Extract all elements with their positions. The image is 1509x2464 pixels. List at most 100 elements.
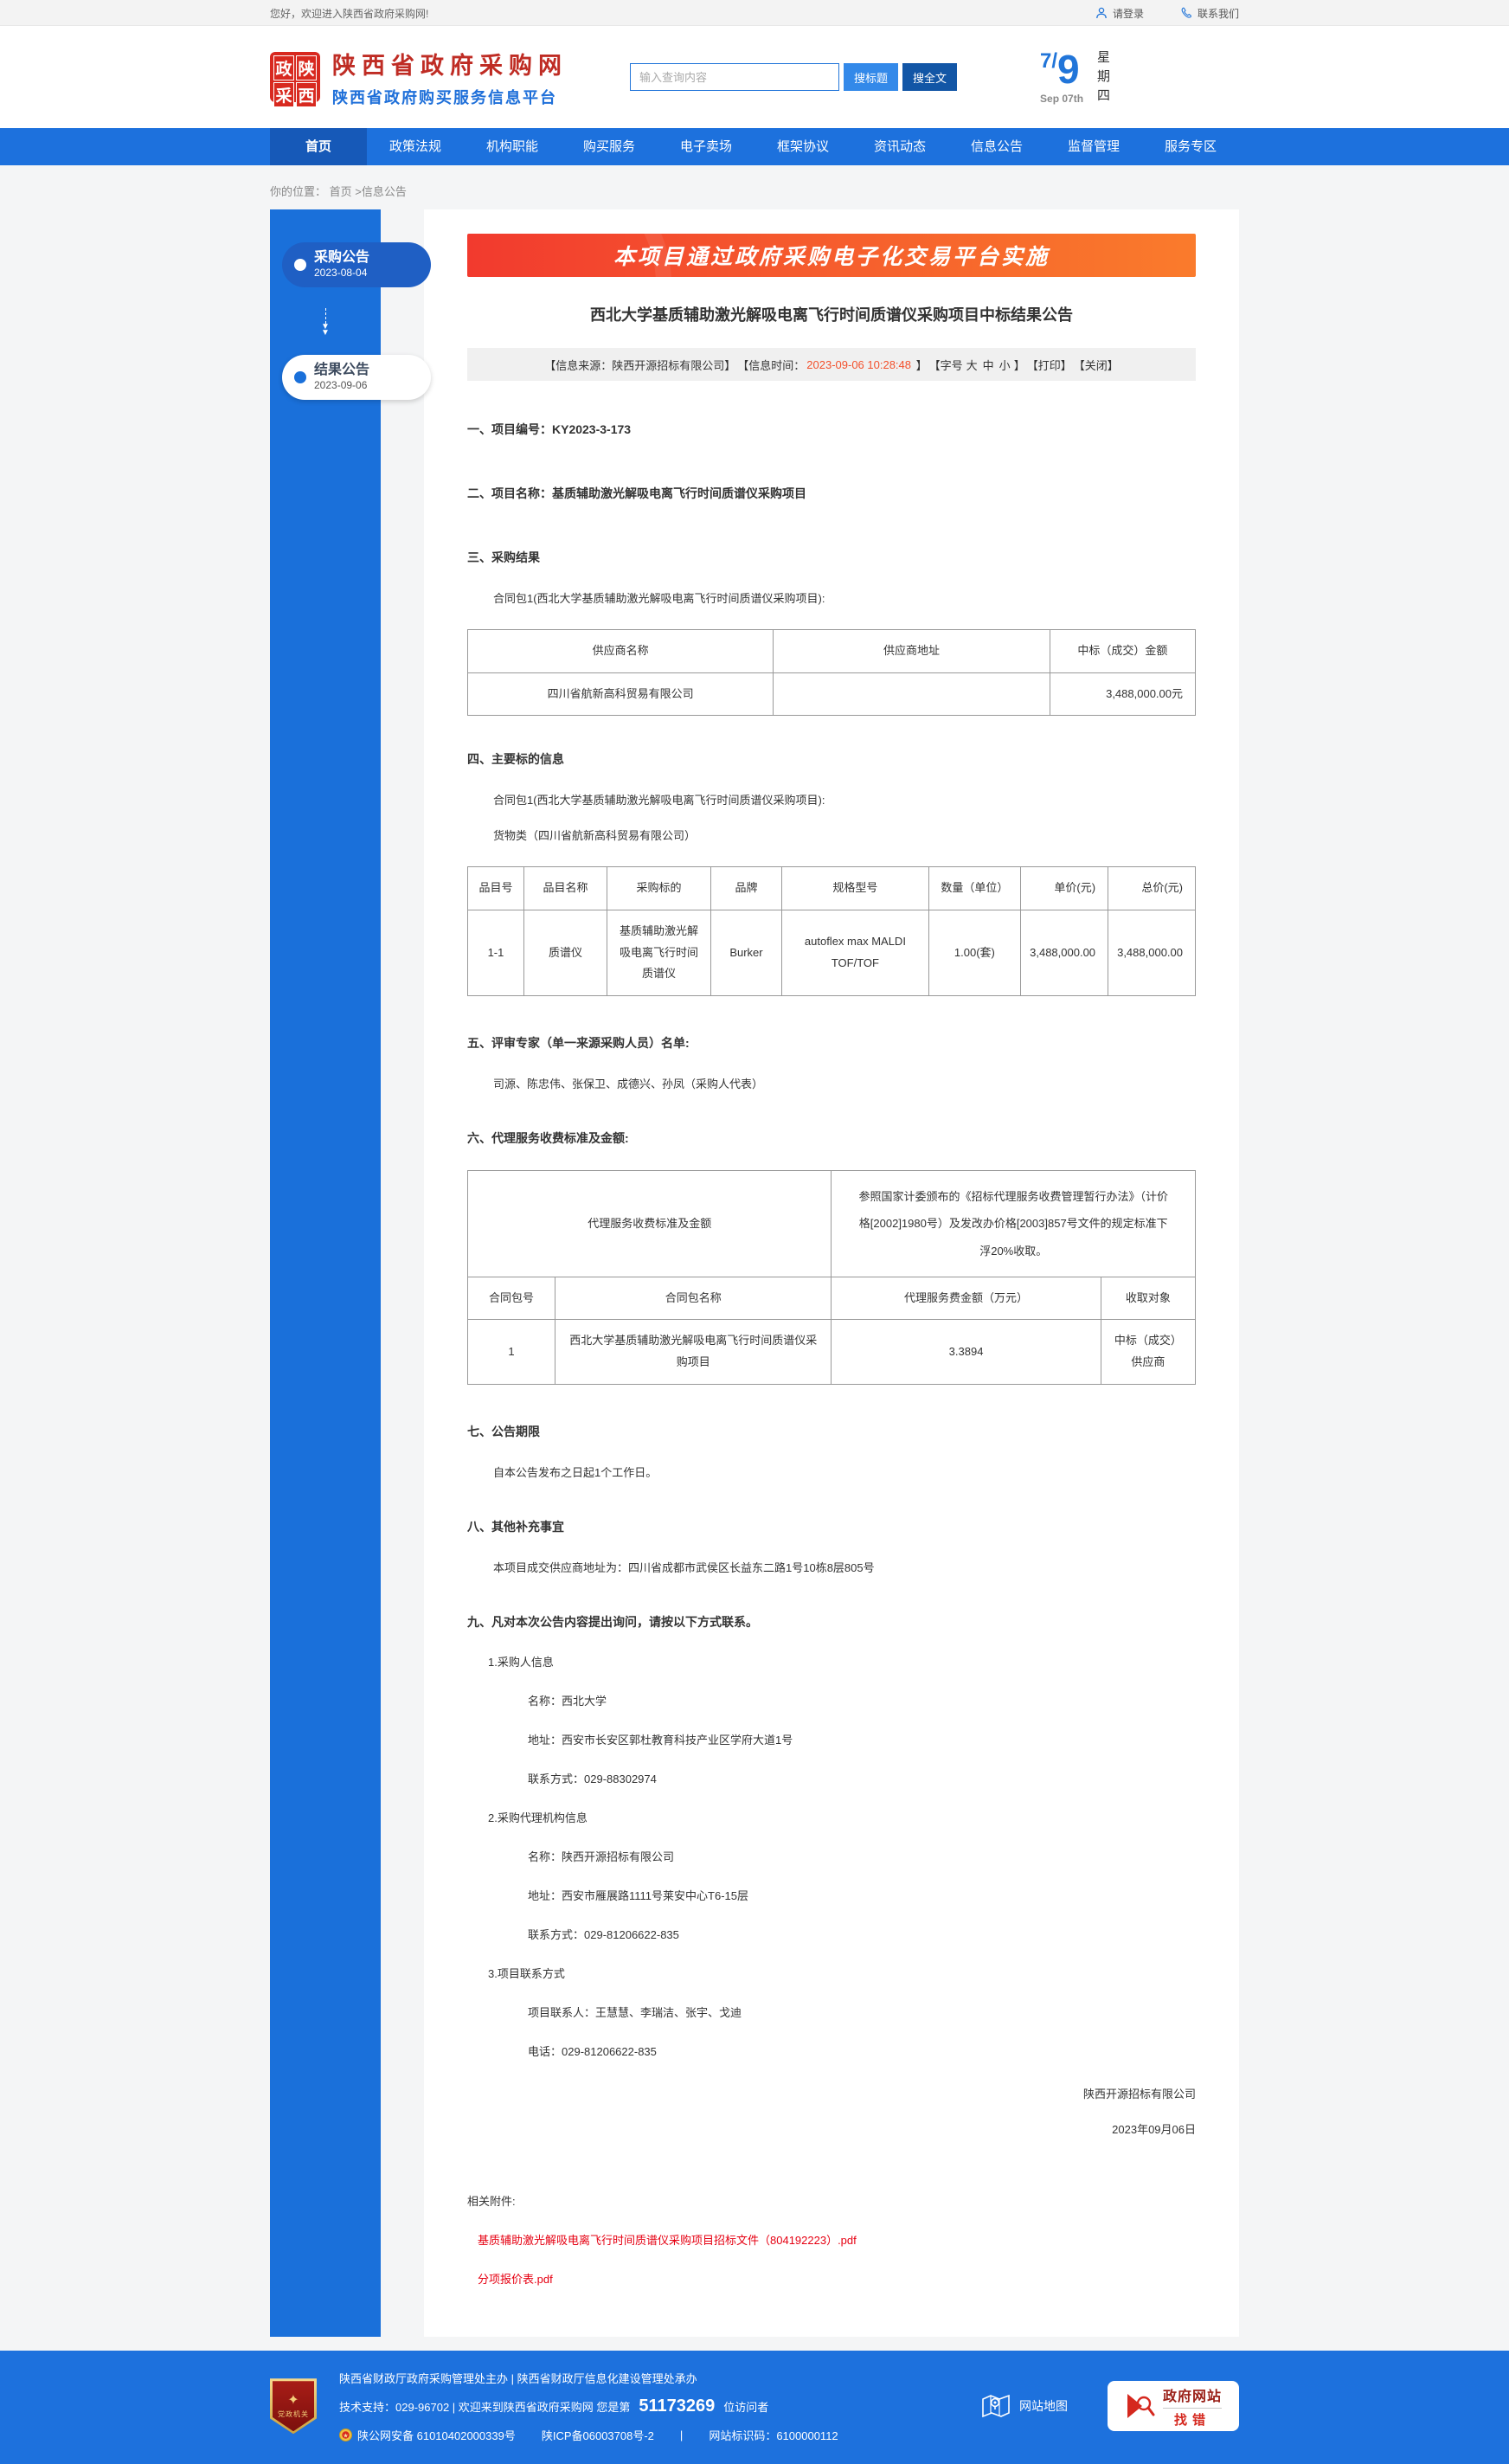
welcome-text: 您好，欢迎进入陕西省政府采购网! bbox=[270, 7, 429, 20]
attachment-link-bid-document[interactable]: 基质辅助激光解吸电离飞行时间质谱仪采购项目招标文件（804192223）.pdf bbox=[478, 2233, 857, 2247]
date-month: 7/ bbox=[1040, 49, 1058, 73]
col-award-amount: 中标（成交）金额 bbox=[1049, 629, 1197, 673]
package-no-cell: 1 bbox=[467, 1319, 555, 1385]
model-cell: autoflex max MALDI TOF/TOF bbox=[781, 910, 929, 997]
step-title: 结果公告 bbox=[314, 362, 370, 377]
gov-site-error-report-badge[interactable]: 政府网站 找错 bbox=[1108, 2381, 1239, 2432]
icp-beian-link[interactable]: 陕ICP备06003708号-2 bbox=[541, 2429, 654, 2442]
user-icon bbox=[1096, 7, 1107, 19]
section-2-project-name: 二、项目名称：基质辅助激光解吸电离飞行时间质谱仪采购项目 bbox=[467, 486, 806, 500]
project-contact-heading: 3.项目联系方式 bbox=[488, 1966, 565, 1980]
nav-item-supervision[interactable]: 监督管理 bbox=[1067, 139, 1120, 154]
nav-item-framework[interactable]: 框架协议 bbox=[776, 139, 829, 154]
timeline-step-result-announcement[interactable]: 结果公告 2023-09-06 bbox=[282, 354, 431, 400]
beian-divider: | bbox=[679, 2428, 684, 2441]
site-subtitle: 陕西省政府购买服务信息平台 bbox=[332, 88, 557, 106]
footer-beian-line: ★ 陕公网安备 61010402000339号 陕ICP备06003708号-2… bbox=[339, 2427, 981, 2443]
col-package-no: 合同包号 bbox=[467, 1276, 555, 1321]
contact-link[interactable]: 联系我们 bbox=[1180, 6, 1239, 21]
search-fulltext-button[interactable]: 搜全文 bbox=[902, 63, 958, 91]
map-icon bbox=[982, 2395, 1010, 2418]
date-day: 9 bbox=[1057, 47, 1080, 92]
footer-support-line: 技术支持：029-96702 | 欢迎来到陕西省政府采购网 您是第 511732… bbox=[339, 2396, 981, 2416]
seal-char: 西 bbox=[296, 82, 317, 107]
breadcrumb-current[interactable]: 信息公告 bbox=[361, 185, 407, 198]
nav-item-purchase-services[interactable]: 购买服务 bbox=[582, 139, 635, 154]
supplier-result-table: 供应商名称 供应商地址 中标（成交）金额 四川省航新高科贸易有限公司 3,488… bbox=[466, 629, 1197, 717]
nav-item-news[interactable]: 资讯动态 bbox=[873, 139, 926, 154]
support-suffix: 位访问者 bbox=[723, 2400, 769, 2414]
gov-site-label: 政府网站 bbox=[1162, 2389, 1222, 2404]
print-button[interactable]: 【打印】 bbox=[1026, 358, 1072, 372]
gongan-beian-link[interactable]: 陕公网安备 61010402000339号 bbox=[357, 2429, 516, 2442]
etrading-platform-banner: 本项目通过政府采购电子化交易平台实施 bbox=[467, 234, 1196, 277]
agency-phone: 联系方式：029-81206622-835 bbox=[528, 1927, 679, 1941]
section-4-paragraph-2: 货物类（四川省航新高科贸易有限公司） bbox=[493, 829, 697, 843]
svg-text:★: ★ bbox=[343, 2432, 348, 2439]
breadcrumb-home-link[interactable]: 首页 bbox=[329, 185, 352, 198]
breadcrumb-separator: > bbox=[355, 185, 362, 198]
section-4-heading: 四、主要标的信息 bbox=[467, 752, 564, 767]
site-header: 政 陕 采 西 陕西省政府采购网 陕西省政府购买服务信息平台 搜标题 搜全文 7… bbox=[0, 26, 1509, 128]
bid-items-table: 品目号 品目名称 采购标的 品牌 规格型号 数量（单位） 单价(元) 总价(元)… bbox=[467, 866, 1196, 997]
step-dot-icon bbox=[294, 370, 306, 383]
item-no-cell: 1-1 bbox=[467, 910, 524, 997]
phone-icon bbox=[1181, 7, 1191, 18]
breadcrumb-prefix: 你的位置： bbox=[270, 185, 327, 198]
search-input[interactable] bbox=[630, 63, 839, 91]
step-title: 采购公告 bbox=[314, 250, 370, 265]
font-size-small-button[interactable]: 小 bbox=[999, 358, 1011, 372]
nav-item-functions[interactable]: 机构职能 bbox=[485, 139, 538, 154]
login-label: 请登录 bbox=[1112, 7, 1144, 20]
col-item-name: 品目名称 bbox=[523, 866, 608, 911]
search-title-button[interactable]: 搜标题 bbox=[844, 63, 899, 91]
seal-char: 陕 bbox=[296, 55, 317, 80]
project-phone: 电话：029-81206622-835 bbox=[528, 2044, 657, 2058]
announcement-timeline-sidebar: 采购公告 2023-08-04 ▼ ▼ 结果公告 2023-09-06 bbox=[270, 209, 431, 2337]
col-fee-payer: 收取对象 bbox=[1100, 1276, 1197, 1321]
section-4-paragraph-1: 合同包1(西北大学基质辅助激光解吸电离飞行时间质谱仪采购项目): bbox=[493, 794, 825, 807]
supplier-address-cell bbox=[773, 672, 1050, 717]
badge-text: 党政机关 bbox=[278, 2409, 309, 2418]
col-package-name: 合同包名称 bbox=[554, 1276, 832, 1321]
table-row: 四川省航新高科贸易有限公司 3,488,000.00元 bbox=[466, 672, 1197, 717]
close-button[interactable]: 【关闭】 bbox=[1073, 358, 1119, 372]
section-5-heading: 五、评审专家（单一来源采购人员）名单: bbox=[467, 1036, 690, 1051]
col-supplier-name: 供应商名称 bbox=[466, 629, 774, 673]
site-logo[interactable]: 政 陕 采 西 陕西省政府采购网 陕西省政府购买服务信息平台 bbox=[270, 47, 568, 108]
buyer-phone: 联系方式：029-88302974 bbox=[528, 1772, 657, 1785]
seal-logo-icon: 政 陕 采 西 bbox=[270, 52, 320, 107]
top-utility-bar: 您好，欢迎进入陕西省政府采购网! 请登录 联系我们 bbox=[0, 0, 1509, 26]
col-quantity: 数量（单位） bbox=[928, 866, 1022, 911]
fee-amount-cell: 3.3894 bbox=[831, 1319, 1101, 1385]
police-badge-icon: ★ bbox=[339, 2428, 352, 2441]
find-error-label: 找错 bbox=[1162, 2407, 1222, 2429]
agency-fee-standard-desc: 参照国家计委颁布的《招标代理服务收费管理暂行办法》（计价格[2002]1980号… bbox=[831, 1170, 1196, 1277]
section-6-heading: 六、代理服务收费标准及金额: bbox=[467, 1131, 629, 1146]
col-fee-amount: 代理服务费金额（万元） bbox=[831, 1276, 1101, 1321]
nav-item-service-zone[interactable]: 服务专区 bbox=[1164, 139, 1217, 154]
agency-fee-merged-label: 代理服务收费标准及金额 bbox=[466, 1170, 832, 1277]
font-size-medium-button[interactable]: 中 bbox=[982, 358, 994, 372]
section-8-paragraph: 本项目成交供应商地址为：四川省成都市武侯区长益东二路1号10栋8层805号 bbox=[493, 1560, 875, 1574]
step-date: 2023-08-04 bbox=[314, 267, 368, 280]
attachment-link-quote-sheet[interactable]: 分项报价表.pdf bbox=[478, 2272, 553, 2286]
nav-item-home[interactable]: 首页 bbox=[270, 128, 367, 165]
announcement-article: 本项目通过政府采购电子化交易平台实施 西北大学基质辅助激光解吸电离飞行时间质谱仪… bbox=[424, 209, 1239, 2337]
timeline-step-purchase-announcement[interactable]: 采购公告 2023-08-04 bbox=[282, 242, 431, 287]
step-dot-icon bbox=[294, 258, 306, 271]
meta-time-close: 】 bbox=[913, 358, 928, 372]
nav-item-policies[interactable]: 政策法规 bbox=[388, 139, 441, 154]
font-size-large-button[interactable]: 大 bbox=[966, 358, 978, 372]
nav-item-emall[interactable]: 电子卖场 bbox=[679, 139, 732, 154]
seal-char: 政 bbox=[273, 55, 294, 80]
nav-item-announcements[interactable]: 信息公告 bbox=[970, 139, 1023, 154]
meta-font-close: 】 bbox=[1013, 358, 1025, 372]
login-link[interactable]: 请登录 bbox=[1095, 6, 1144, 21]
package-name-cell: 西北大学基质辅助激光解吸电离飞行时间质谱仪采购项目 bbox=[554, 1319, 832, 1385]
meta-font-label: 【字号 bbox=[928, 358, 963, 372]
section-9-heading: 九、凡对本次公告内容提出询问，请按以下方式联系。 bbox=[467, 1614, 758, 1629]
col-model: 规格型号 bbox=[781, 866, 929, 911]
sitemap-link[interactable]: 网站地图 bbox=[981, 2393, 1068, 2419]
table-row: 1 西北大学基质辅助激光解吸电离飞行时间质谱仪采购项目 3.3894 中标（成交… bbox=[467, 1319, 1197, 1385]
